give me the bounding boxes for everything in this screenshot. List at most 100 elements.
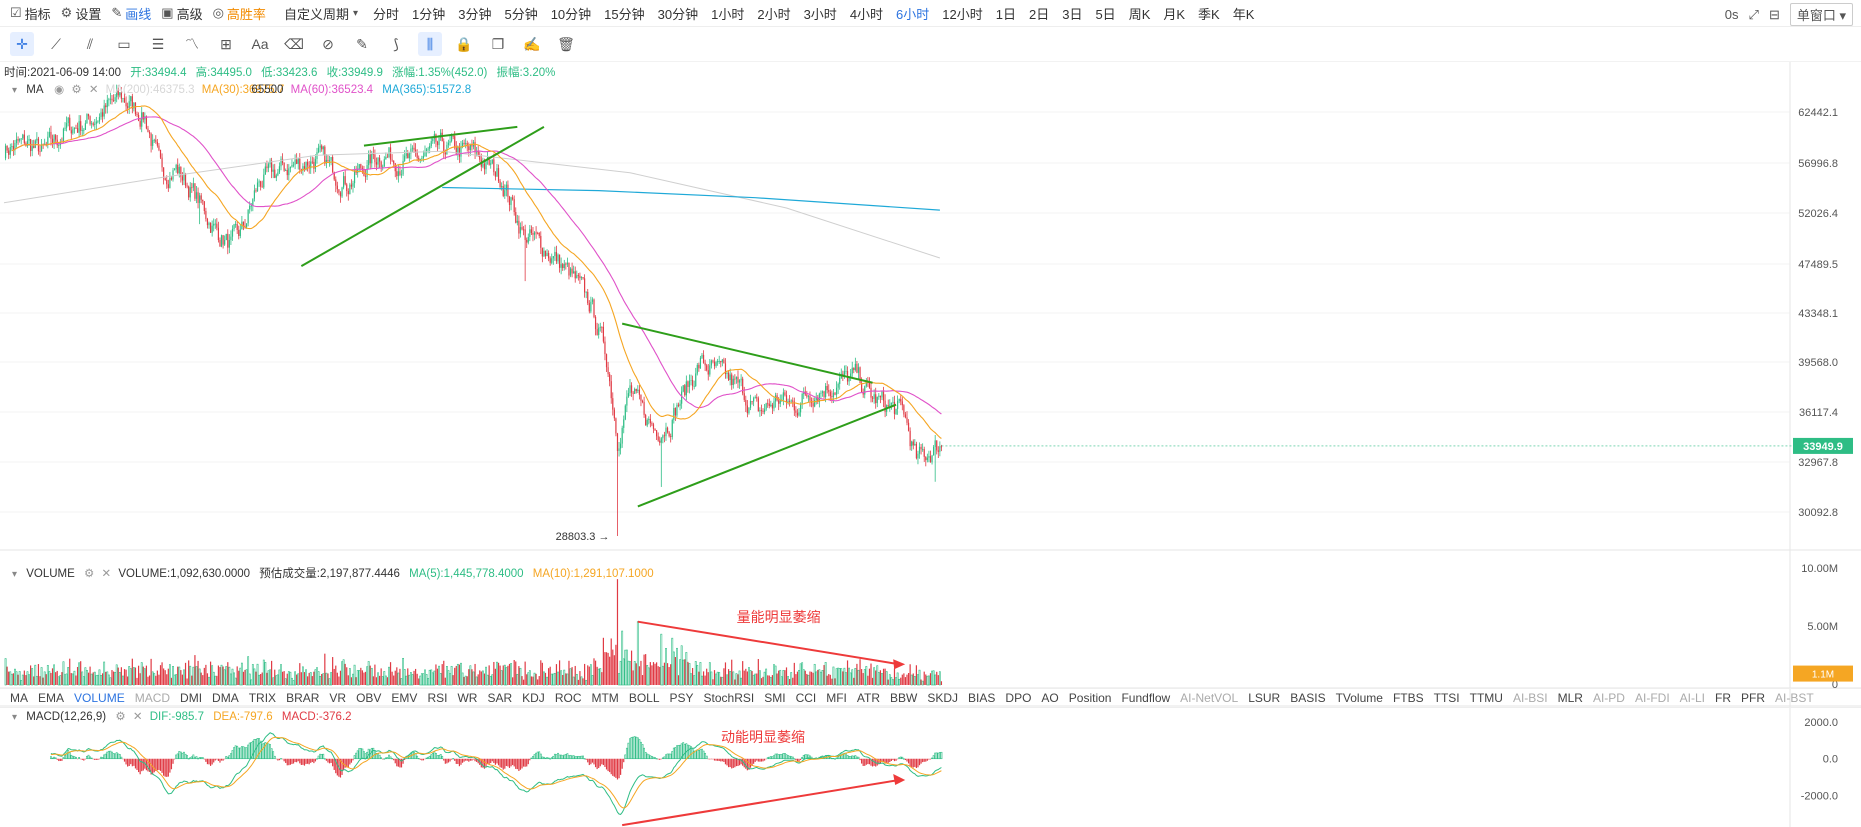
indicator-tab[interactable]: TTMU [1469,691,1503,705]
magnet-icon[interactable]: ⊘ [322,35,334,52]
custom-period-select[interactable]: 自定义周期 ▾ [283,6,358,22]
period-tab[interactable]: 5日 [1095,6,1116,22]
indicator-tab[interactable]: SAR [487,691,513,705]
indicator-tab[interactable]: SMI [764,691,786,705]
indicator-tab[interactable]: VOLUME [74,691,125,705]
period-tab[interactable]: 5分钟 [504,6,538,22]
indicator-tab[interactable]: BASIS [1290,691,1326,705]
indicator-tab[interactable]: AI-BST [1775,691,1814,705]
advanced-button[interactable]: ▣ 高级 [161,5,203,22]
period-tab[interactable]: 1日 [995,6,1016,22]
window-select[interactable]: 单窗口 ▾ [1789,3,1853,26]
period-tab[interactable]: 3日 [1062,6,1083,22]
wave-icon[interactable]: 〽 [185,36,199,52]
period-tab[interactable]: 30分钟 [657,6,699,22]
indicator-tab[interactable]: AO [1041,691,1059,705]
period-tab[interactable]: 年K [1232,6,1255,22]
indicator-tab[interactable]: OBV [356,691,382,705]
period-tab[interactable]: 3小时 [803,6,837,22]
text-icon[interactable]: Aa [251,36,269,52]
collapse-arrow-icon[interactable]: ▾ [12,85,18,96]
indicator-tab[interactable]: Fundflow [1121,691,1171,705]
close-icon[interactable]: ✕ [132,711,143,723]
period-tab[interactable]: 2小时 [757,6,791,22]
period-tab[interactable]: 周K [1128,6,1151,22]
period-tab[interactable]: 2日 [1028,6,1050,22]
collapse-arrow-icon[interactable]: ▾ [12,569,18,580]
indicator-tab[interactable]: BIAS [968,691,996,705]
indicator-tab[interactable]: TRIX [248,691,277,705]
fib-icon[interactable]: ⫽ [86,35,94,52]
indicator-tab[interactable]: PSY [669,691,694,705]
indicator-tab[interactable]: ATR [856,691,881,705]
pattern-icon[interactable]: ⟆ [393,35,399,52]
close-icon[interactable]: ✕ [88,84,99,96]
indicator-tab[interactable]: PFR [1741,691,1765,705]
eye-icon[interactable]: ◉ [54,84,65,96]
indicator-tab[interactable]: WR [457,691,478,705]
indicator-tab[interactable]: ROC [554,691,582,705]
erase-icon[interactable]: ⌫ [284,35,304,52]
indicator-tab[interactable]: MACD [134,691,171,705]
settings-button[interactable]: ⚙ 设置 [60,5,102,22]
collapse-icon[interactable]: ⊟ [1768,6,1780,22]
period-tab[interactable]: 分时 [372,6,399,22]
indicator-tab[interactable]: AI-FDI [1634,691,1670,705]
crosshair-icon[interactable]: ✛ [10,32,34,56]
indicator-tab[interactable]: StochRSI [703,691,755,705]
indicator-tab[interactable]: MA [10,691,28,705]
fullscreen-icon[interactable]: ⤢ [1748,6,1759,22]
lock-icon[interactable]: 🔒 [455,35,473,52]
period-tab[interactable]: 15分钟 [604,6,645,22]
channel-icon[interactable]: ☰ [151,35,165,52]
gear-icon[interactable]: ⚙ [71,84,82,96]
period-tab[interactable]: 1小时 [711,6,745,22]
period-tab[interactable]: 月K [1163,6,1186,22]
note-icon[interactable]: ✍ [523,35,541,52]
ruler-icon[interactable]: ⫼ [418,32,442,56]
indicator-button[interactable]: ☑ 指标 [10,5,51,22]
measure-icon[interactable]: ⊞ [220,35,232,52]
period-tab[interactable]: 4小时 [849,6,884,22]
indicator-tab[interactable]: CCI [795,691,817,705]
period-tab[interactable]: 12小时 [942,6,983,22]
indicator-tab[interactable]: BBW [890,691,918,705]
indicator-tab[interactable]: FR [1715,691,1731,705]
delete-icon[interactable]: 🗑 [557,35,575,52]
rect-icon[interactable]: ▭ [117,35,131,52]
indicator-tab[interactable]: DPO [1005,691,1032,705]
period-tab[interactable]: 6小时 [896,6,930,22]
indicator-tab[interactable]: AI-BSI [1512,691,1548,705]
winrate-button[interactable]: ◎ 高胜率 [212,5,266,22]
indicator-tab[interactable]: FTBS [1392,691,1424,705]
pen-icon[interactable]: ✎ [356,35,368,52]
period-tab[interactable]: 3分钟 [458,6,492,22]
indicator-tab[interactable]: SKDJ [927,691,959,705]
indicator-tab[interactable]: RSI [427,691,448,705]
indicator-tab[interactable]: LSUR [1248,691,1281,705]
period-tab[interactable]: 10分钟 [550,6,592,22]
indicator-tab[interactable]: DMI [180,691,203,705]
chart-area[interactable]: 62442.156996.852026.447489.543348.139568… [0,62,1861,827]
indicator-tab[interactable]: MTM [591,691,619,705]
indicator-tab[interactable]: MLR [1557,691,1583,705]
trendline-icon[interactable]: ⟋ [51,35,61,52]
indicator-tab[interactable]: DMA [212,691,239,705]
indicator-tab[interactable]: VR [329,691,347,705]
indicator-tab[interactable]: TTSI [1433,691,1460,705]
draw-button[interactable]: ✎ 画线 [111,5,152,22]
indicator-tab[interactable]: Position [1068,691,1112,705]
indicator-tab[interactable]: AI-LI [1679,691,1705,705]
close-icon[interactable]: ✕ [101,568,112,580]
copy-icon[interactable]: ❐ [491,35,505,52]
gear-icon[interactable]: ⚙ [115,711,126,723]
indicator-tab[interactable]: BOLL [628,691,660,705]
indicator-tab[interactable]: EMV [391,691,418,705]
period-tab[interactable]: 季K [1198,6,1220,22]
indicator-tab[interactable]: AI-NetVOL [1180,691,1239,705]
period-tab[interactable]: 1分钟 [412,6,446,22]
indicator-tab[interactable]: EMA [38,691,65,705]
indicator-tab[interactable]: MFI [826,691,847,705]
indicator-tab[interactable]: TVolume [1335,691,1383,705]
gear-icon[interactable]: ⚙ [84,568,95,580]
